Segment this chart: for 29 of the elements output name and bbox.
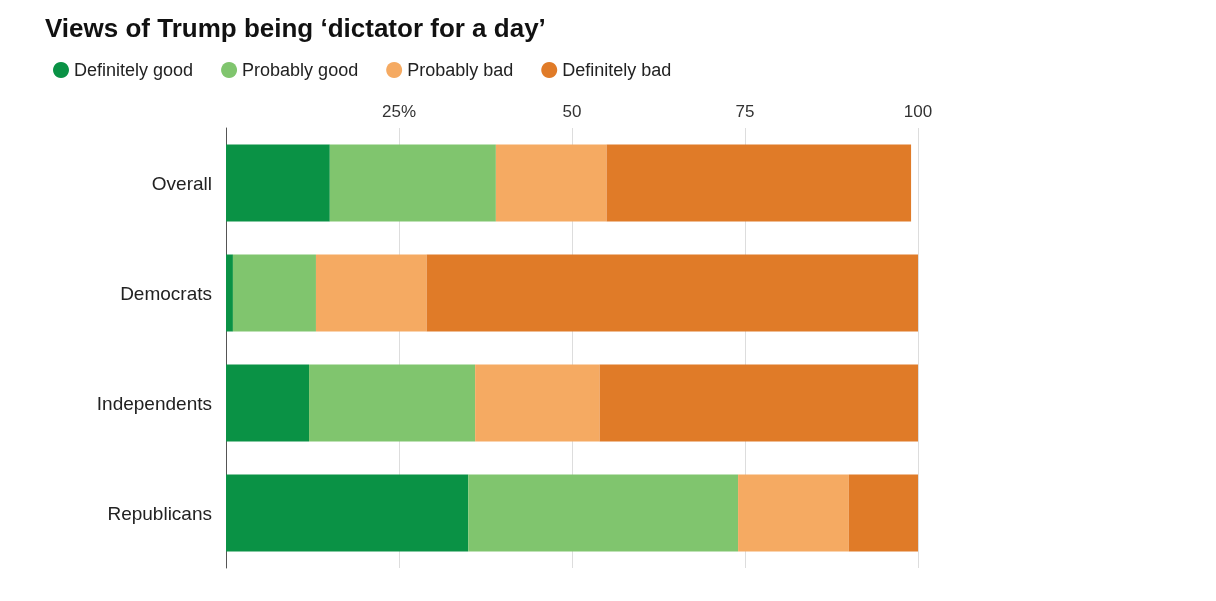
y-tick-label: Overall bbox=[151, 172, 212, 194]
bar bbox=[329, 144, 496, 222]
legend-label: Definitely bad bbox=[562, 60, 672, 80]
bar bbox=[226, 254, 233, 332]
chart-title: Views of Trump being ‘dictator for a day’ bbox=[45, 13, 546, 43]
bar bbox=[226, 474, 469, 552]
bar bbox=[468, 474, 739, 552]
bar bbox=[599, 364, 918, 442]
y-tick-label: Republicans bbox=[107, 502, 212, 524]
bar bbox=[226, 364, 310, 442]
legend-label: Probably good bbox=[242, 60, 359, 80]
bar bbox=[475, 364, 600, 442]
x-tick-label: 50 bbox=[562, 102, 582, 121]
legend-label: Probably bad bbox=[407, 60, 514, 80]
bar bbox=[495, 144, 607, 222]
bar bbox=[226, 144, 330, 222]
bar bbox=[738, 474, 849, 552]
bar bbox=[309, 364, 476, 442]
bar bbox=[232, 254, 316, 332]
y-tick-label: Independents bbox=[96, 392, 212, 414]
x-tick-label: 100 bbox=[903, 102, 933, 121]
bar bbox=[426, 254, 918, 332]
legend-label: Definitely good bbox=[74, 60, 194, 80]
y-tick-label: Democrats bbox=[120, 282, 212, 304]
x-tick-label: 75 bbox=[735, 102, 755, 121]
bar bbox=[315, 254, 427, 332]
bar bbox=[848, 474, 918, 552]
bar bbox=[606, 144, 912, 222]
x-tick-label: 25% bbox=[381, 102, 417, 121]
